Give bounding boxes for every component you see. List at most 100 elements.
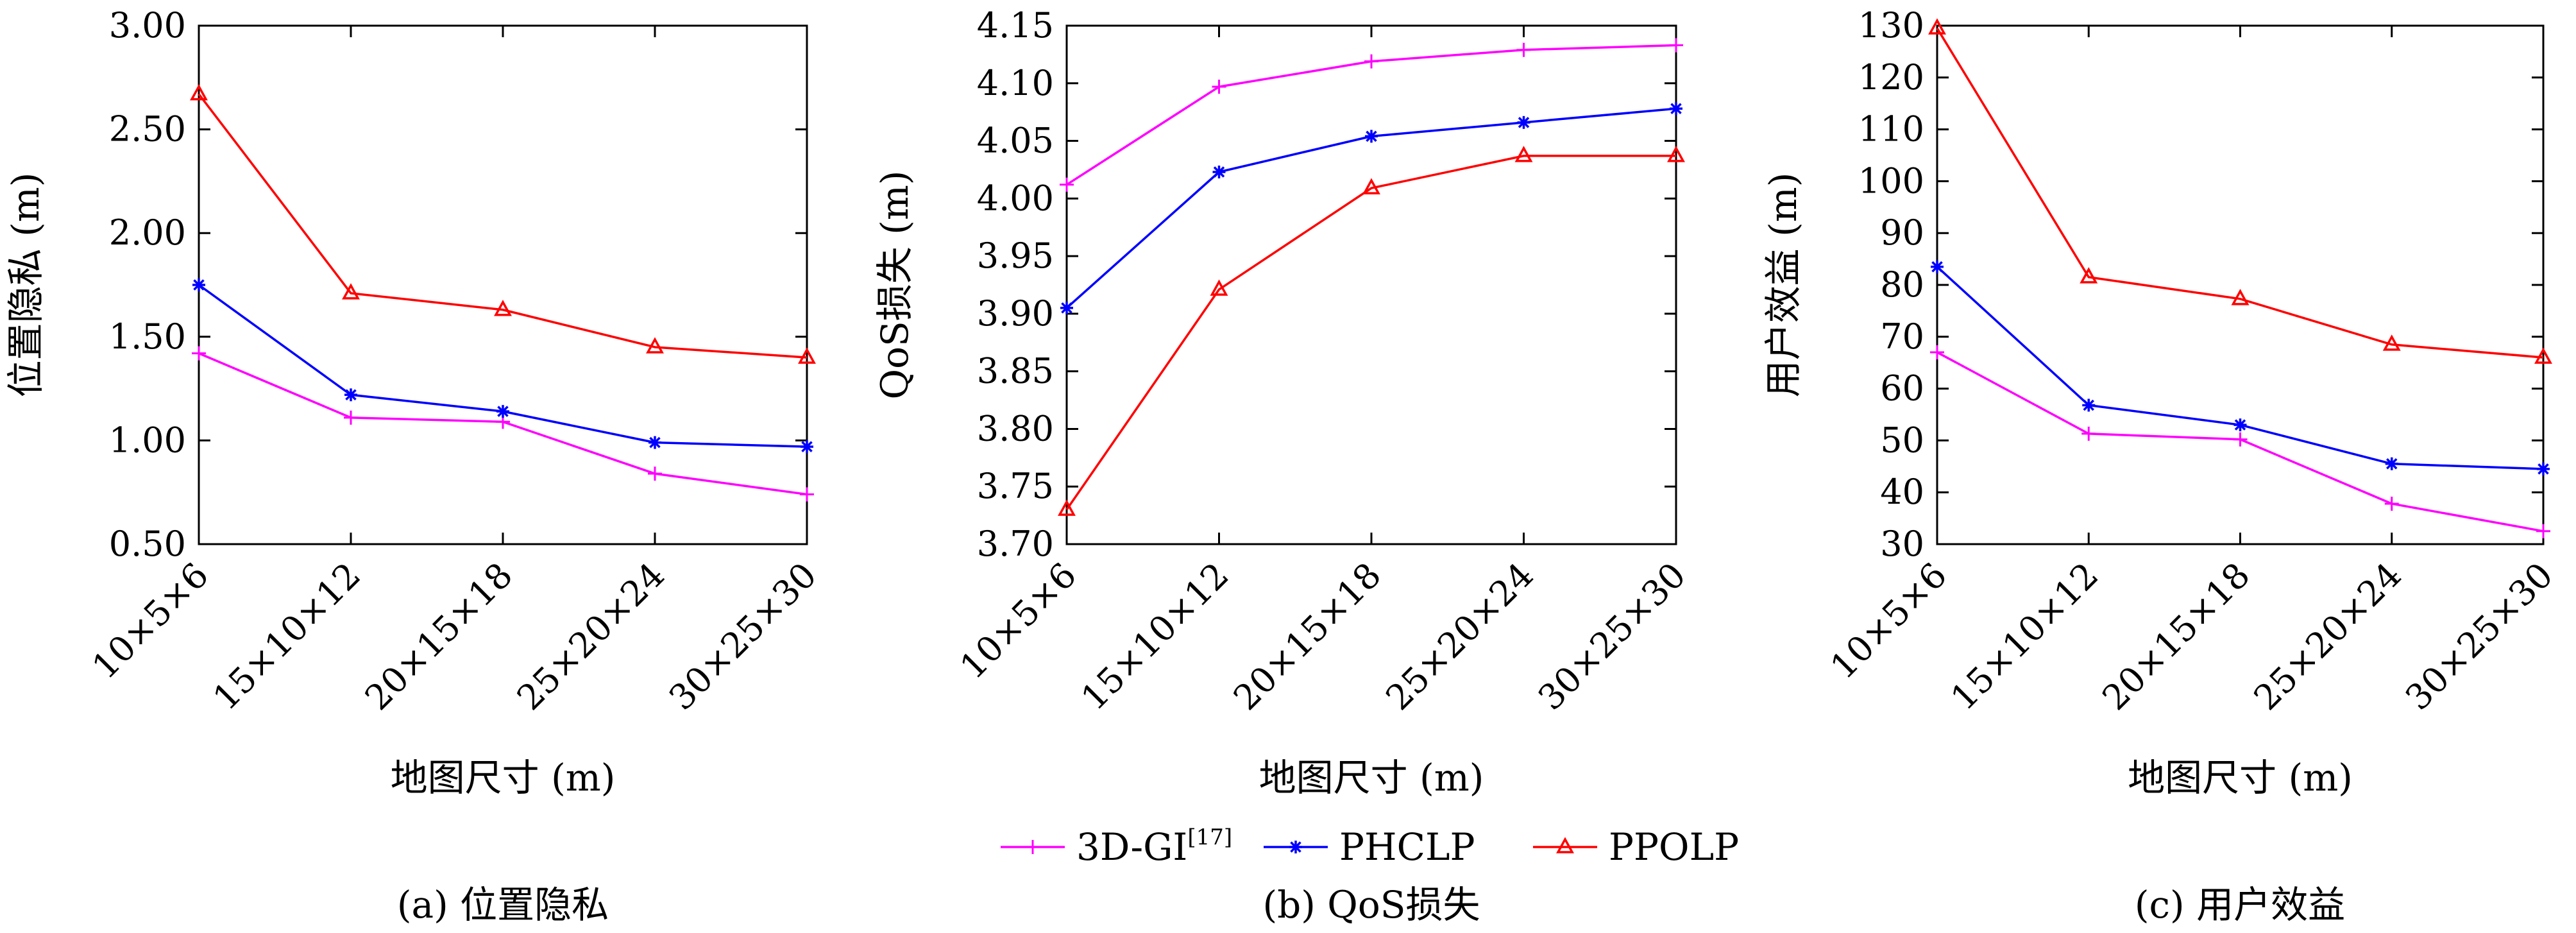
x-axis-label: 地图尺寸 (m) [1259, 756, 1484, 800]
y-axis-label: 位置隐私 (m) [4, 173, 47, 398]
y-tick-label: 3.85 [977, 351, 1054, 391]
data-point-ppolp-tri [1362, 178, 1380, 194]
data-point-ppolp [2231, 289, 2250, 305]
data-point-ppolp-tri [2382, 334, 2401, 351]
data-point-ppolp [2080, 267, 2098, 284]
y-tick-label: 3.80 [977, 408, 1054, 449]
legend-label-text: PHCLP [1339, 825, 1475, 869]
panel-caption: (b) QoS损失 [1262, 883, 1480, 927]
data-point-phclp [1517, 116, 1530, 129]
y-tick-label: 1.00 [109, 420, 186, 460]
y-tick-label: 3.70 [977, 524, 1054, 564]
data-point-phclp-d2 [2538, 463, 2549, 475]
data-point-ppolp-tri [1667, 146, 1685, 162]
legend-marker-tri [1556, 837, 1574, 853]
y-axis-label: 用户效益 (m) [1761, 173, 1805, 398]
data-point-phclp [344, 388, 357, 402]
data-point-ppolp-tri [1514, 146, 1533, 162]
y-tick-label: 3.75 [977, 466, 1054, 506]
data-point-ppolp [1210, 279, 1228, 296]
data-point-phclp [192, 278, 205, 291]
data-point-ppolp-tri [1058, 499, 1076, 516]
data-point-3d-gi [2081, 426, 2096, 441]
data-point-ppolp [646, 337, 664, 354]
y-tick-label: 4.15 [977, 5, 1054, 46]
data-point-phclp-d2 [2234, 419, 2246, 431]
data-point-phclp-d2 [345, 389, 357, 401]
y-tick-label: 40 [1880, 472, 1924, 512]
y-tick-label: 0.50 [109, 524, 186, 564]
y-tick-label: 120 [1858, 57, 1924, 98]
legend: 3D-GI[17] PHCLP PPOLP [1001, 825, 1739, 869]
panel-caption: (a) 位置隐私 [397, 883, 609, 927]
x-axis-label: 地图尺寸 (m) [2128, 756, 2353, 800]
series-line-ppolp [1065, 155, 1676, 511]
y-tick-label: 30 [1880, 524, 1924, 564]
data-point-phclp [2385, 457, 2398, 470]
legend-label: 3D-GI[17] [1076, 825, 1232, 869]
series-line-ppolp [1936, 28, 2544, 359]
data-point-ppolp [1667, 146, 1685, 162]
y-tick-label: 90 [1880, 212, 1924, 253]
y-tick-label: 3.00 [109, 5, 186, 46]
legend-marker [1556, 837, 1574, 853]
data-point-ppolp [2382, 334, 2401, 351]
data-point-3d-gi [2384, 496, 2399, 511]
y-tick-label: 50 [1880, 420, 1924, 460]
data-point-ppolp [494, 300, 512, 316]
y-tick-label: 4.00 [977, 178, 1054, 218]
data-point-phclp-d2 [1213, 166, 1225, 178]
y-tick-label: 70 [1880, 316, 1924, 357]
legend-label-superscript: [17] [1187, 825, 1232, 850]
data-point-phclp-d2 [1931, 261, 1943, 273]
y-tick-label: 3.90 [977, 293, 1054, 334]
y-tick-label: 80 [1880, 264, 1924, 305]
data-point-ppolp [1058, 499, 1076, 516]
data-point-3d-gi [1669, 38, 1683, 53]
data-point-ppolp-tri [798, 347, 816, 364]
data-point-phclp [2537, 462, 2550, 475]
data-point-phclp-d2 [497, 406, 509, 417]
legend-marker [1289, 841, 1302, 853]
x-axis-label: 地图尺寸 (m) [391, 756, 616, 800]
data-point-3d-gi [1930, 345, 1944, 360]
data-point-phclp [2233, 418, 2247, 432]
data-point-phclp [1365, 130, 1378, 143]
data-point-3d-gi [648, 466, 662, 481]
data-point-phclp [1670, 102, 1682, 116]
data-point-ppolp-tri [494, 300, 512, 316]
data-point-phclp-d2 [1518, 117, 1530, 128]
data-point-3d-gi [2233, 432, 2248, 447]
data-point-3d-gi [800, 487, 814, 502]
data-point-ppolp [1362, 178, 1380, 194]
data-point-ppolp-tri [2231, 289, 2250, 305]
y-tick-label: 130 [1858, 5, 1924, 46]
data-point-3d-gi [1212, 80, 1226, 94]
data-point-3d-gi [344, 410, 358, 425]
data-point-phclp [2082, 398, 2096, 412]
y-tick-label: 4.10 [977, 63, 1054, 103]
series-line-ppolp [198, 93, 808, 359]
data-point-phclp [801, 440, 813, 454]
data-point-3d-gi [1364, 54, 1378, 69]
data-point-ppolp-tri [342, 283, 360, 300]
y-tick-label: 100 [1858, 160, 1924, 201]
data-point-phclp-d2 [649, 436, 661, 449]
data-point-phclp-d2 [2083, 399, 2094, 411]
data-point-phclp [648, 436, 661, 449]
data-point-phclp-d2 [1366, 130, 1377, 142]
data-point-phclp [1212, 166, 1226, 179]
legend-label: PPOLP [1609, 825, 1739, 869]
panel-caption: (c) 用户效益 [2135, 883, 2345, 927]
data-point-ppolp-tri [2080, 267, 2098, 284]
legend-label: PHCLP [1339, 825, 1475, 869]
legend-marker-d2 [1290, 841, 1301, 853]
data-point-ppolp [342, 283, 360, 300]
legend-label-text: 3D-GI [1076, 825, 1187, 869]
data-point-ppolp-tri [2534, 347, 2552, 364]
data-point-3d-gi [1516, 42, 1531, 57]
y-tick-label: 2.50 [109, 109, 186, 150]
data-point-phclp-d2 [2386, 458, 2398, 470]
data-point-phclp [1931, 260, 1944, 273]
